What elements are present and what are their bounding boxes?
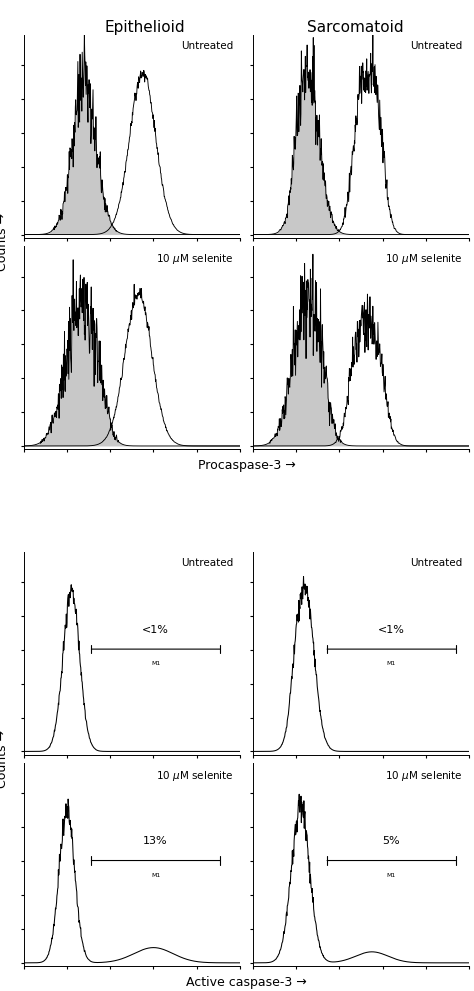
Text: <1%: <1% (378, 625, 405, 635)
Text: 10 $\mu$M selenite: 10 $\mu$M selenite (155, 769, 234, 783)
Text: Sarcomatoid: Sarcomatoid (307, 20, 404, 36)
Text: Epithelioid: Epithelioid (104, 20, 185, 36)
Text: Untreated: Untreated (181, 558, 234, 568)
Text: 10 $\mu$M selenite: 10 $\mu$M selenite (385, 252, 463, 267)
Text: Active caspase-3 →: Active caspase-3 → (186, 976, 307, 989)
Text: 10 $\mu$M selenite: 10 $\mu$M selenite (155, 252, 234, 267)
Text: M1: M1 (387, 661, 396, 666)
Text: Counts →: Counts → (0, 730, 9, 788)
Text: 13%: 13% (143, 836, 168, 846)
Text: M1: M1 (151, 873, 160, 878)
Text: Counts →: Counts → (0, 213, 9, 271)
Text: M1: M1 (151, 661, 160, 666)
Text: Procaspase-3 →: Procaspase-3 → (198, 459, 295, 473)
Text: 10 $\mu$M selenite: 10 $\mu$M selenite (385, 769, 463, 783)
Text: Untreated: Untreated (181, 41, 234, 51)
Text: M1: M1 (387, 873, 396, 878)
Text: 5%: 5% (383, 836, 400, 846)
Text: <1%: <1% (142, 625, 169, 635)
Text: Untreated: Untreated (410, 41, 463, 51)
Text: Untreated: Untreated (410, 558, 463, 568)
